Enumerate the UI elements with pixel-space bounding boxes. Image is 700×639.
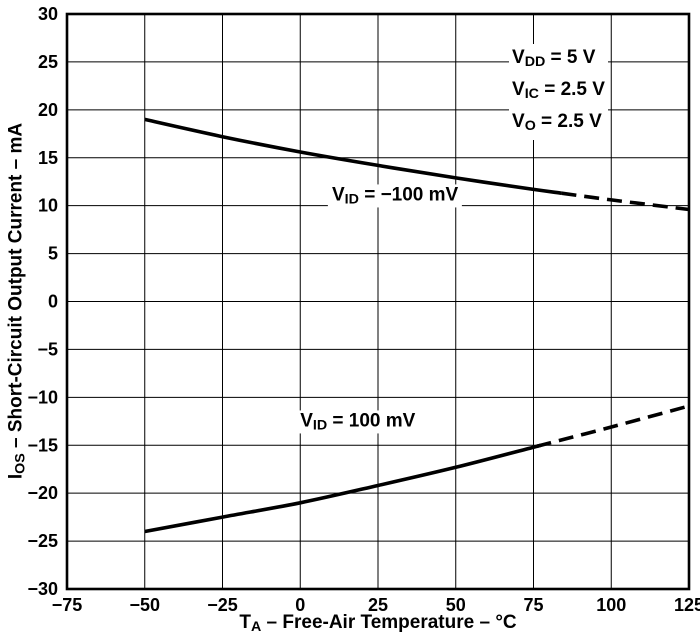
x-axis-title: TA – Free-Air Temperature – °C bbox=[67, 612, 689, 635]
y-tick-label: −30 bbox=[27, 579, 58, 599]
y-tick-label: −20 bbox=[27, 483, 58, 503]
annotation-vdd: VDD = 5 V bbox=[512, 44, 605, 76]
annotation-vo-post: = 2.5 V bbox=[535, 111, 602, 133]
y-axis-title-post: – Short-Circuit Output Current – mA bbox=[5, 122, 27, 454]
x-tick-label: 100 bbox=[596, 595, 626, 615]
y-tick-label: 5 bbox=[48, 244, 58, 264]
y-tick-label: 20 bbox=[38, 100, 58, 120]
curve-label-1-sub: ID bbox=[312, 417, 328, 434]
x-axis-title-post: – Free-Air Temperature – °C bbox=[261, 612, 517, 633]
x-tick-label: −25 bbox=[207, 595, 238, 615]
x-axis-title-sub: A bbox=[250, 619, 262, 636]
x-tick-label: 25 bbox=[368, 595, 388, 615]
y-tick-label: −25 bbox=[27, 531, 58, 551]
x-tick-label: −50 bbox=[129, 595, 160, 615]
y-tick-labels: −30 −25 −20 −15 −10 −5 0 5 10 15 20 25 30 bbox=[27, 4, 58, 599]
annotation-vdd-sub: DD bbox=[524, 54, 546, 71]
y-axis-title-pre: I bbox=[5, 473, 27, 480]
y-axis-title: IOS – Short-Circuit Output Current – mA bbox=[6, 14, 30, 589]
annotation-vo: VO = 2.5 V bbox=[512, 108, 605, 140]
y-tick-label: 10 bbox=[38, 196, 58, 216]
curve-label-0-sub: ID bbox=[344, 191, 359, 208]
annotation-vo-sub: O bbox=[524, 118, 536, 135]
x-tick-label: −75 bbox=[52, 595, 83, 615]
test-conditions-annotation: VDD = 5 V VIC = 2.5 V VO = 2.5 V bbox=[509, 44, 608, 141]
x-axis-title-pre: T bbox=[239, 612, 251, 633]
y-tick-label: 15 bbox=[38, 148, 58, 168]
annotation-vdd-pre: V bbox=[512, 47, 525, 68]
curve-label-vid-neg-100mv: VID = −100 mV bbox=[327, 184, 463, 208]
annotation-vdd-post: = 5 V bbox=[545, 47, 596, 68]
y-tick-label: 30 bbox=[38, 4, 58, 24]
annotation-vic: VIC = 2.5 V bbox=[512, 76, 605, 108]
annotation-vic-pre: V bbox=[512, 79, 525, 101]
series-0-line-dashed bbox=[561, 191, 690, 212]
curve-label-1-post: = 100 mV bbox=[327, 410, 416, 432]
curve-label-vid-100mv: VID = 100 mV bbox=[296, 410, 420, 434]
annotation-vo-pre: V bbox=[512, 111, 525, 133]
x-tick-labels: −75 −50 −25 0 25 50 75 100 125 bbox=[52, 595, 700, 615]
curve-label-0-post: = −100 mV bbox=[358, 184, 459, 206]
y-axis-title-sub: OS bbox=[12, 453, 29, 474]
x-tick-label: 50 bbox=[446, 595, 466, 615]
series-1-line-solid bbox=[144, 443, 543, 534]
series-1-line-dashed bbox=[536, 404, 690, 449]
curve-label-1-pre: V bbox=[300, 410, 313, 432]
series-0-line-solid bbox=[144, 117, 562, 195]
x-tick-label: 0 bbox=[295, 595, 305, 615]
plot-border bbox=[65, 12, 691, 591]
annotation-vic-sub: IC bbox=[524, 86, 539, 103]
y-tick-label: 0 bbox=[48, 292, 58, 312]
y-tick-label: −5 bbox=[37, 339, 58, 359]
annotation-vic-post: = 2.5 V bbox=[538, 79, 605, 101]
x-tick-label: 75 bbox=[523, 595, 543, 615]
x-tick-label: 125 bbox=[674, 595, 700, 615]
y-tick-label: −15 bbox=[27, 435, 58, 455]
y-tick-label: 25 bbox=[38, 52, 58, 72]
y-tick-label: −10 bbox=[27, 387, 58, 407]
curve-label-0-pre: V bbox=[331, 184, 345, 206]
